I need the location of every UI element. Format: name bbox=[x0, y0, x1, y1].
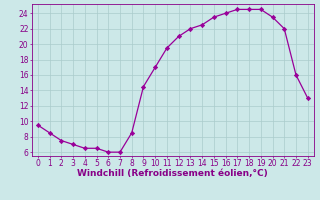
X-axis label: Windchill (Refroidissement éolien,°C): Windchill (Refroidissement éolien,°C) bbox=[77, 169, 268, 178]
